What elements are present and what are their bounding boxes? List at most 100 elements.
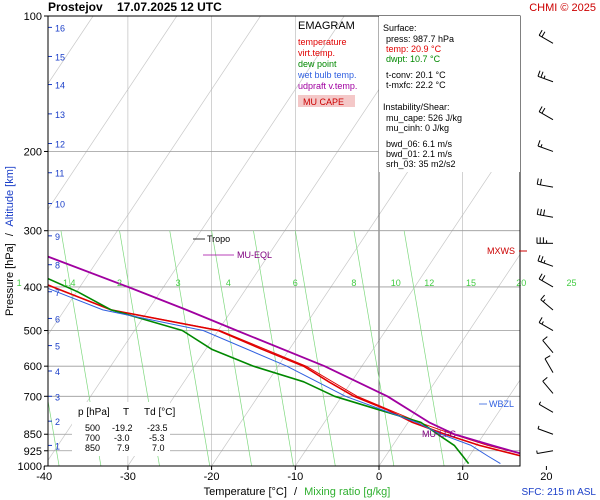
wind-barb-staff [538, 111, 554, 121]
wind-barb-staff [538, 322, 554, 331]
mixing-ratio-line [211, 230, 252, 466]
wind-barb-half-flag [543, 260, 546, 264]
table-header-t: T [123, 407, 129, 418]
wind-barb [538, 273, 554, 288]
wind-barb-half-flag [542, 299, 546, 303]
table-row-850-t: 7.9 [117, 443, 130, 453]
wind-barb-staff [537, 213, 554, 218]
wind-barb-staff [537, 450, 554, 455]
wind-barb-staff [538, 403, 554, 413]
altitude-tick-label: 8 [55, 261, 60, 271]
plot-frame [47, 15, 521, 467]
mixing-ratio-label: 25 [567, 278, 577, 288]
mixing-ratio-line [353, 230, 395, 466]
table-row-500-p: 500 [85, 423, 100, 433]
altitude-tick-label: 3 [55, 392, 60, 402]
pressure-tick-label: 300 [24, 226, 42, 238]
temperature-tick-label: -30 [120, 471, 136, 483]
table-header-p: p [hPa] [78, 407, 110, 418]
isotherm-line [462, 379, 520, 466]
wind-barb-staff [537, 145, 554, 152]
wind-barb-flag [538, 317, 543, 323]
pressure-tick-label: 400 [24, 282, 42, 294]
wind-barb [540, 294, 554, 311]
wind-barb-flag [543, 209, 546, 216]
wind-barb-half-flag [541, 321, 544, 325]
wind-barb [536, 208, 554, 218]
mu-cape-badge-label: MU CAPE [303, 97, 344, 107]
pressure-tick-label: 500 [24, 326, 42, 338]
wind-barb [542, 376, 554, 394]
wind-barb-flag [538, 29, 543, 36]
wind-barb-staff [540, 299, 554, 311]
instability-heading: Instability/Shear: [383, 102, 450, 112]
table-row-700-p: 700 [85, 433, 100, 443]
wind-barb-flag [536, 208, 539, 215]
table-header-td: Td [°C] [144, 407, 175, 418]
table-row-500-t: -19.2 [112, 423, 133, 433]
bwd06-value: bwd_06: 6.1 m/s [386, 139, 453, 149]
tropo-label: Tropo [207, 234, 230, 244]
mixing-ratio-line [169, 230, 211, 466]
srh03-value: srh_03: 35 m2/s2 [386, 159, 456, 169]
mixing-ratio-label: 15 [466, 278, 476, 288]
run-datetime: 17.07.2025 12 UTC [117, 0, 222, 14]
mu-cape-value: mu_cape: 526 J/kg [386, 113, 462, 123]
temperature-tick-label: 20 [540, 471, 552, 483]
y-axis-label-pressure: Pressure [hPa] [4, 243, 16, 316]
surface-elevation: SFC: 215 m ASL [522, 487, 597, 498]
legend-updraft: udpraft v.temp. [298, 81, 357, 91]
table-row-700-td: -5.3 [149, 433, 165, 443]
wind-barb-staff [537, 183, 554, 188]
wind-barb-flag [541, 275, 546, 281]
isotherm-line [127, 16, 429, 466]
wind-barb-half-flag [536, 450, 538, 454]
table-row-700-t: -3.0 [114, 433, 130, 443]
wind-barb [538, 106, 554, 121]
wind-barb [536, 178, 554, 188]
wind-barb [537, 140, 554, 152]
altitude-tick-label: 9 [55, 232, 60, 242]
wind-barb-half-flag [538, 401, 542, 405]
altitude-tick-label: 13 [55, 110, 65, 120]
mixing-ratio-label: 1.4 [63, 278, 76, 288]
altitude-tick-label: 7 [55, 288, 60, 298]
mixing-ratio-label: 4 [226, 278, 231, 288]
wind-barb-flag [539, 209, 542, 216]
wind-barb-flag [544, 355, 551, 360]
altitude-tick-label: 15 [55, 52, 65, 62]
altitude-tick-label: 12 [55, 139, 65, 149]
temperature-tick-label: 10 [457, 471, 469, 483]
wind-barb-flag [537, 70, 541, 77]
mu-cape-badge [298, 95, 355, 107]
wind-barb-staff [544, 358, 554, 373]
credit-text: CHMI © 2025 [529, 2, 596, 14]
mu-cinh-value: mu_cinh: 0 J/kg [386, 123, 449, 133]
wind-barb-staff [538, 34, 554, 44]
profile-series [48, 255, 520, 465]
mixing-ratio-label: 6 [293, 278, 298, 288]
table-row-500-td: -23.5 [147, 423, 168, 433]
pressure-tick-label: 100 [24, 11, 42, 23]
isotherm-line [378, 253, 520, 466]
table-row-850-td: 7.0 [152, 443, 165, 453]
y-axis-label-altitude: Altitude [km] [4, 166, 16, 227]
altitude-tick-label: 4 [55, 367, 60, 377]
legend: EMAGRAM temperature virt.temp. dew point… [297, 20, 357, 107]
wind-barb [536, 450, 554, 455]
isotherm-line [48, 16, 345, 461]
wind-barb-half-flag [540, 144, 543, 148]
altitude-tick-label: 5 [55, 342, 60, 352]
mixing-ratio-line [253, 230, 294, 466]
x-axis-label-mixing: Mixing ratio [g/kg] [304, 486, 390, 498]
wind-barb [538, 29, 554, 44]
wind-barb-flag [541, 31, 546, 38]
wind-barb-flag [537, 255, 541, 262]
series-udpraft-v-temp [48, 255, 520, 455]
altitude-tick-label: 16 [55, 23, 65, 33]
temperature-tick-label: -10 [287, 471, 303, 483]
mu-lfc-label: MU-LFC [422, 429, 456, 439]
wind-barb [537, 70, 554, 83]
wind-barb-flag [542, 336, 548, 341]
